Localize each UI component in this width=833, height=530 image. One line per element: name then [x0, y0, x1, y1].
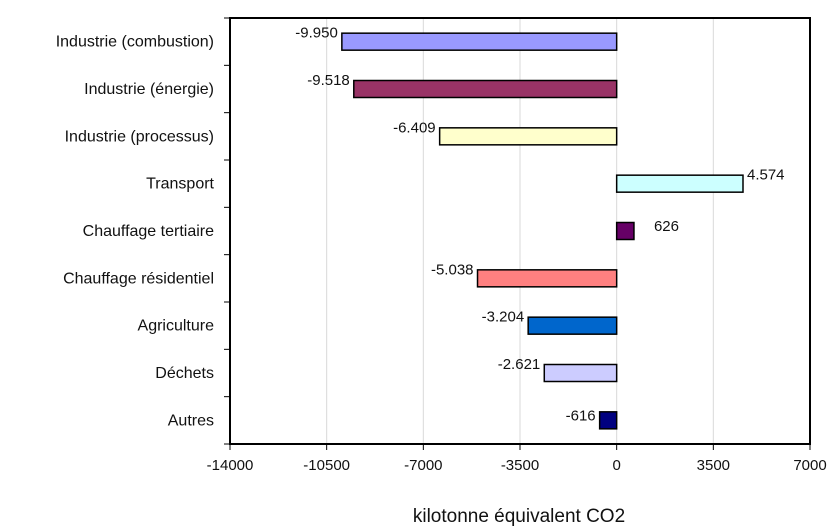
bar [543, 363, 618, 383]
category-label: Déchets [155, 365, 214, 382]
bar [615, 174, 744, 193]
x-tick-label: -14000 [207, 457, 254, 474]
category-label: Industrie (énergie) [84, 81, 214, 98]
bar [598, 411, 618, 430]
data-label: -6.409 [393, 119, 436, 136]
x-tick-label: 3500 [697, 457, 730, 474]
category-label: Autres [168, 412, 214, 429]
data-label: 626 [654, 218, 679, 235]
x-tick-label: 7000 [793, 457, 826, 474]
data-label: -3.204 [482, 309, 525, 326]
x-tick-label: -10500 [303, 457, 350, 474]
x-tick-label: -7000 [404, 457, 442, 474]
data-label: -5.038 [431, 261, 474, 278]
category-labels: Industrie (combustion) Industrie (énergie… [56, 34, 215, 430]
x-axis-title: kilotonne équivalent CO2 [413, 506, 625, 527]
bar [476, 269, 618, 288]
category-label: Transport [146, 176, 214, 193]
x-tick-label: -3500 [501, 457, 539, 474]
data-label: -2.621 [498, 356, 541, 373]
x-axis-ticks: -14000 -10500 -7000 -3500 0 3500 7000 [207, 17, 827, 474]
data-labels: -9.950 -9.518 -6.409 4.574 626 -5.038 -3.204 -2… [295, 25, 784, 425]
category-label: Chauffage tertiaire [83, 223, 214, 240]
data-label: -9.518 [307, 72, 350, 89]
bar [527, 316, 618, 335]
bar [341, 32, 618, 51]
data-label: -616 [566, 407, 596, 424]
bar [615, 221, 635, 241]
bars [341, 32, 744, 430]
bar [438, 127, 618, 146]
x-tick-label: 0 [612, 457, 620, 474]
category-label: Agriculture [138, 318, 215, 335]
data-label: -9.950 [295, 25, 338, 42]
bar [353, 79, 618, 99]
category-label: Chauffage résidentiel [63, 270, 214, 287]
category-label: Industrie (combustion) [56, 34, 214, 51]
category-label: Industrie (processus) [65, 128, 214, 145]
data-label: 4.574 [747, 167, 785, 184]
